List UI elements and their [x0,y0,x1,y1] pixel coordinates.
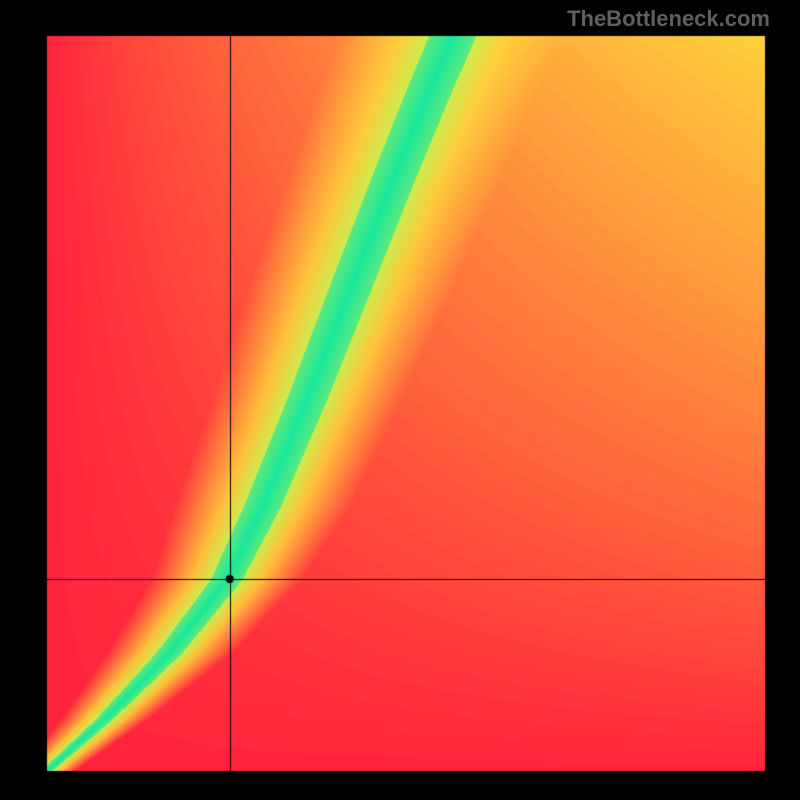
watermark-text: TheBottleneck.com [567,6,770,32]
heatmap-canvas [0,0,800,800]
chart-container: TheBottleneck.com [0,0,800,800]
